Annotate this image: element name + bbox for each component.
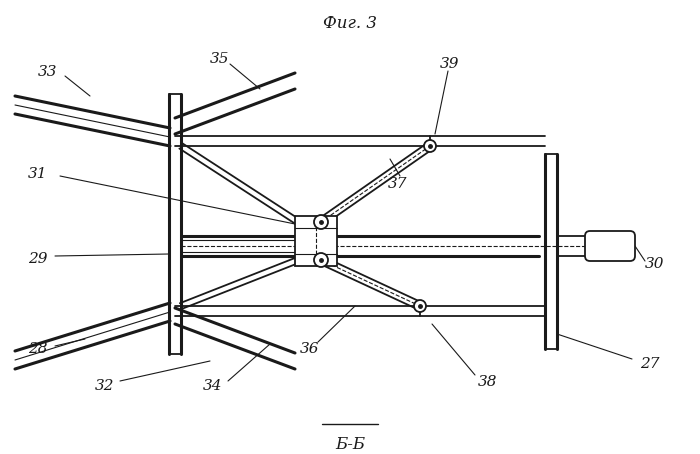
Circle shape [314, 215, 328, 229]
Text: 36: 36 [300, 342, 320, 356]
Text: 33: 33 [38, 65, 57, 79]
Text: 31: 31 [28, 167, 48, 181]
Circle shape [314, 253, 328, 267]
Text: 30: 30 [645, 257, 665, 271]
Text: 34: 34 [203, 379, 223, 393]
Text: 39: 39 [440, 57, 460, 71]
Text: Фиг. 3: Фиг. 3 [323, 15, 377, 33]
Text: 27: 27 [640, 357, 659, 371]
Text: 32: 32 [95, 379, 115, 393]
Text: 38: 38 [478, 375, 498, 389]
Text: 29: 29 [28, 252, 48, 266]
Text: 37: 37 [389, 177, 407, 191]
Circle shape [424, 140, 436, 152]
Text: 28: 28 [28, 342, 48, 356]
Text: Б-Б: Б-Б [335, 436, 365, 453]
FancyBboxPatch shape [585, 231, 635, 261]
Circle shape [414, 300, 426, 312]
Bar [295, 216, 337, 266]
Text: 35: 35 [210, 52, 230, 66]
